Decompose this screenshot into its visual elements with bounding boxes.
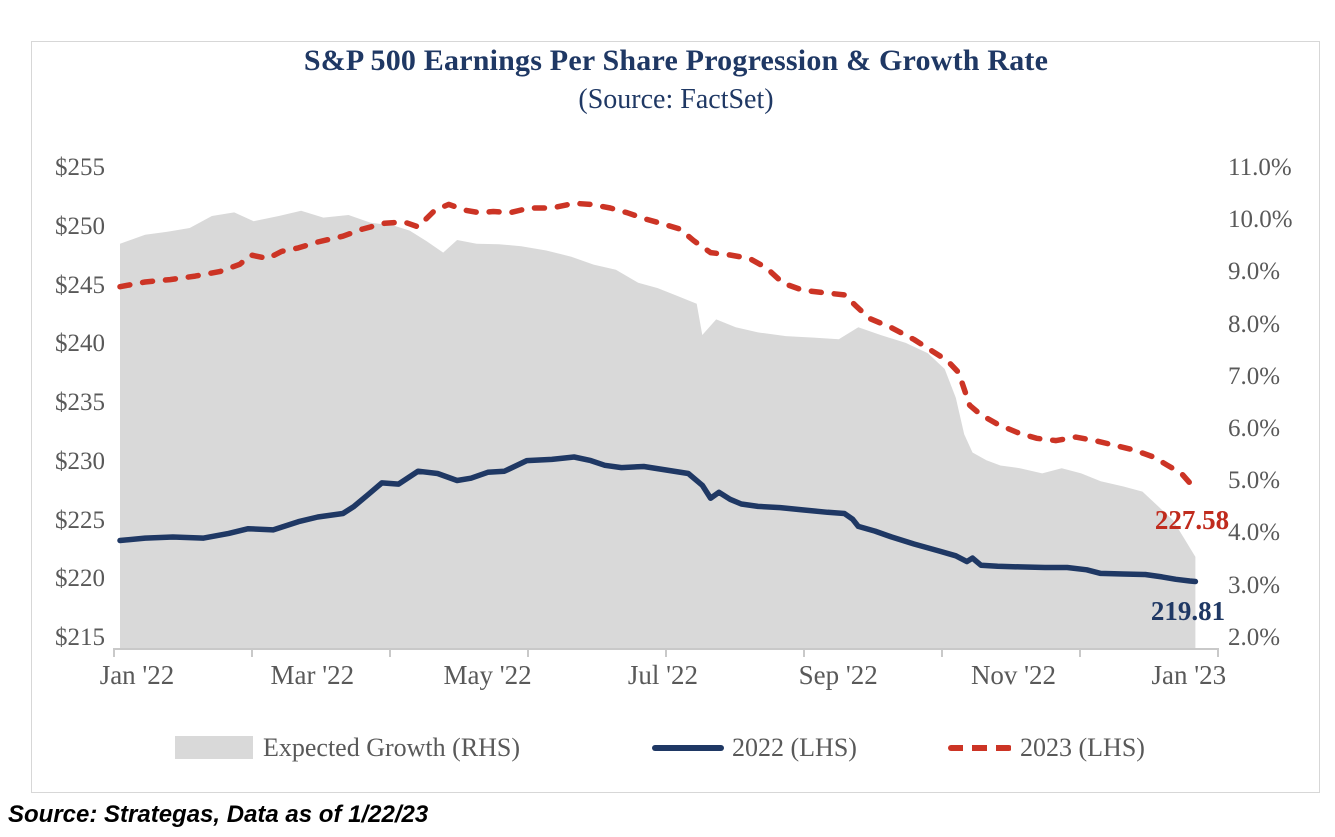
x-axis-tick: [941, 648, 943, 657]
x-axis-tick: [389, 648, 391, 657]
x-axis-tick: [1217, 648, 1219, 657]
x-axis-label: Jan '23: [1151, 660, 1227, 690]
x-axis-tick: [251, 648, 253, 657]
line-2023: [117, 200, 1199, 493]
x-axis-label: Nov '22: [970, 660, 1057, 690]
legend-item-2023: 2023 (LHS): [948, 733, 1145, 763]
y-axis-label-left: $255: [55, 154, 105, 181]
end-label-2023: 227.58: [1154, 505, 1230, 535]
x-axis-tick: [803, 648, 805, 657]
red-dash-swatch-icon: [948, 745, 1012, 751]
end-label-2022: 219.81: [1150, 596, 1226, 626]
source-note: Source: Strategas, Data as of 1/22/23: [8, 801, 429, 828]
legend-label: Expected Growth (RHS): [263, 733, 521, 762]
x-axis-label: Mar '22: [270, 660, 355, 690]
legend-label: 2023 (LHS): [1020, 733, 1145, 762]
y-axis-label-right: 3.0%: [1228, 571, 1281, 599]
legend-item-2022: 2022 (LHS): [652, 733, 857, 763]
navy-line-swatch-icon: [652, 745, 724, 751]
y-axis-label-right: 5.0%: [1228, 467, 1281, 495]
x-axis-label: May '22: [443, 660, 532, 690]
x-axis-tick: [527, 648, 529, 657]
y-axis-label-left: $240: [55, 330, 105, 358]
y-axis-label-right: 4.0%: [1228, 519, 1281, 547]
x-axis-label: Jan '22: [99, 660, 175, 690]
x-axis-label: Jul '22: [627, 660, 698, 690]
y-axis-label-right: 11.0%: [1228, 154, 1292, 181]
y-axis-label-right: 2.0%: [1228, 623, 1281, 651]
gray-area-swatch-icon: [175, 736, 253, 759]
chart-title: S&P 500 Earnings Per Share Progression &…: [303, 44, 1049, 77]
chart-subtitle: (Source: FactSet): [578, 84, 774, 115]
y-axis-label-left: $220: [55, 565, 105, 593]
y-axis-label-left: $245: [55, 271, 105, 299]
y-axis-label-left: $215: [55, 624, 105, 651]
y-axis-label-right: 9.0%: [1228, 258, 1281, 286]
line-2022: [117, 454, 1199, 585]
x-axis-tick: [665, 648, 667, 657]
y-axis-label-left: $250: [55, 212, 105, 240]
y-axis-label-right: 7.0%: [1228, 362, 1281, 390]
y-axis-label-right: 8.0%: [1228, 310, 1281, 338]
y-axis-label-left: $230: [55, 447, 105, 475]
x-axis-tick: [113, 648, 115, 657]
legend-item-expected-growth: Expected Growth (RHS): [175, 733, 520, 763]
x-axis-label: Sep '22: [798, 660, 878, 690]
y-axis-label-right: 10.0%: [1228, 206, 1293, 234]
y-axis-label-right: 6.0%: [1228, 415, 1281, 442]
x-axis-tick: [1079, 648, 1081, 657]
legend-label: 2022 (LHS): [732, 733, 857, 762]
y-axis-label-left: $235: [55, 389, 105, 416]
expected-growth-area: [120, 210, 1196, 649]
y-axis-label-left: $225: [55, 506, 105, 534]
